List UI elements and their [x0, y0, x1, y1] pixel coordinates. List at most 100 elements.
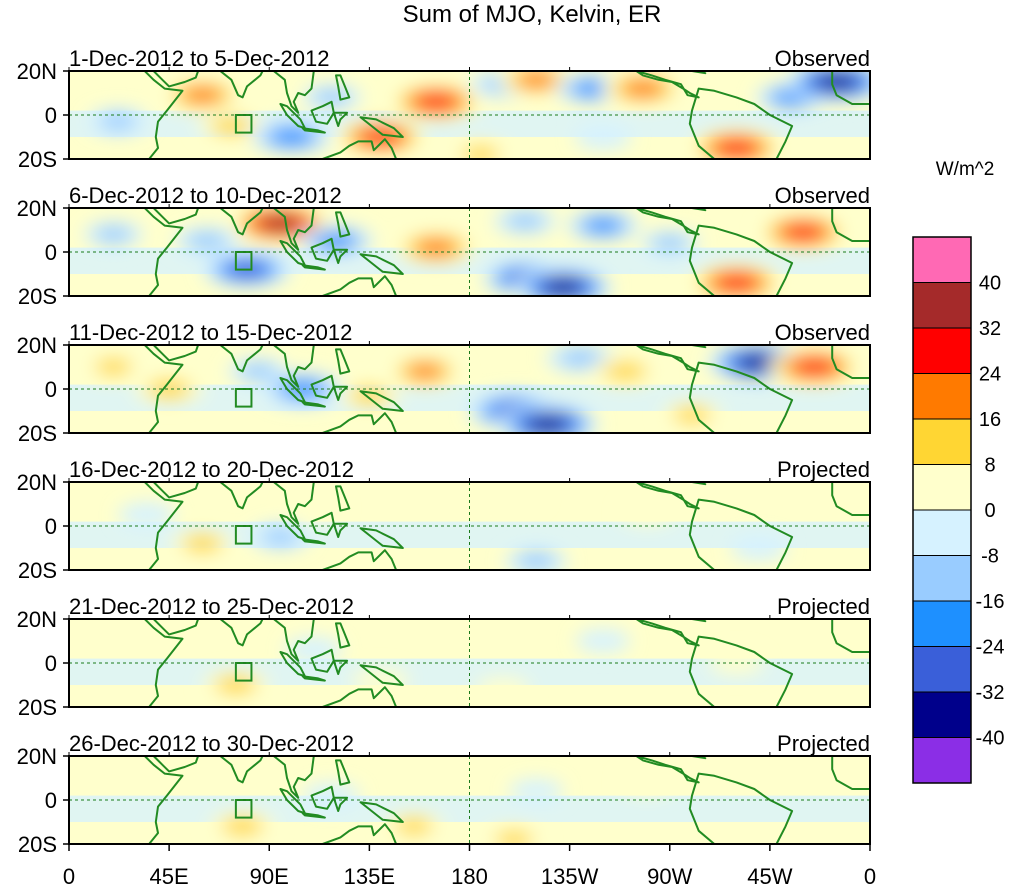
anomaly-contour — [285, 496, 343, 521]
coastline — [831, 208, 870, 242]
panel-status: Observed — [775, 183, 870, 208]
colorbar-swatch — [912, 509, 972, 556]
coastline — [635, 756, 700, 784]
anomaly-contour — [505, 212, 545, 230]
panel-period: 26-Dec-2012 to 30-Dec-2012 — [69, 731, 354, 756]
coastline — [831, 619, 870, 653]
anomaly-contour — [118, 502, 176, 528]
coastline — [359, 664, 404, 686]
x-tick-label: 135E — [344, 864, 395, 889]
coastline — [321, 549, 398, 570]
coastline — [831, 71, 870, 105]
anomaly-contour — [260, 215, 301, 232]
coastline — [635, 619, 700, 647]
y-tick-label: 20N — [17, 607, 57, 632]
anomaly-contour — [303, 783, 360, 808]
coastline — [332, 659, 349, 675]
colorbar-swatch — [912, 646, 972, 693]
y-tick-label: 20N — [17, 333, 57, 358]
coastline — [635, 482, 700, 510]
y-tick-label: 20S — [18, 147, 57, 172]
coastline — [831, 482, 870, 516]
coastline — [69, 208, 184, 296]
anomaly-contour — [94, 359, 133, 375]
panel-status: Projected — [777, 594, 870, 619]
y-tick-label: 0 — [45, 103, 57, 128]
coastline — [335, 759, 351, 786]
panel-period: 6-Dec-2012 to 10-Dec-2012 — [69, 183, 342, 208]
coastline — [688, 87, 794, 159]
land-outlines — [69, 756, 870, 844]
colorbar-swatch — [912, 555, 972, 602]
colorbar-tick-label: -40 — [976, 728, 1005, 750]
colorbar-swatch — [912, 327, 972, 374]
coastline — [635, 208, 700, 236]
anomaly-contour — [186, 232, 228, 250]
colorbar: 40 32 24 16 8 0 -8 -16 -24 -32 -40 — [912, 236, 1005, 784]
coastline — [272, 756, 315, 799]
coastline — [686, 756, 707, 760]
anomaly-contour — [783, 224, 823, 241]
coastline — [332, 522, 349, 538]
anomaly-contour — [573, 81, 611, 97]
coastline — [219, 71, 264, 99]
anomaly-contour — [517, 72, 556, 88]
colorbar-tick-label: -24 — [976, 637, 1005, 659]
coastline — [332, 111, 349, 127]
coastline — [359, 390, 404, 412]
coastline — [321, 275, 398, 296]
colorbar-swatch — [912, 418, 972, 465]
anomaly-contour — [673, 407, 711, 424]
coastline — [152, 71, 200, 88]
coastline — [69, 619, 184, 707]
coastline — [332, 248, 349, 264]
y-tick-label: 20N — [17, 196, 57, 221]
x-axis: 0 45E 90E 135E 180 135W 90W 45W 0 — [63, 844, 876, 889]
coastline — [321, 412, 398, 433]
coastline — [332, 796, 349, 812]
panel-2: 20N 0 20S 6-Dec-2012 to 10-Dec-2012 Observed — [17, 183, 871, 309]
anomaly-contour — [816, 73, 857, 91]
chart-title: Sum of MJO, Kelvin, ER — [403, 1, 662, 28]
coastline — [301, 127, 326, 134]
anomaly-contour — [461, 146, 500, 159]
panel-period: 11-Dec-2012 to 15-Dec-2012 — [69, 320, 352, 345]
coastline — [688, 635, 794, 707]
coastline — [831, 345, 870, 379]
anomaly-contour — [716, 139, 757, 157]
colorbar-swatch — [912, 737, 972, 784]
coastline — [688, 224, 794, 296]
panel-status: Projected — [777, 457, 870, 482]
coastline — [321, 823, 398, 844]
anomaly-contour — [406, 363, 444, 379]
y-tick-label: 0 — [45, 240, 57, 265]
anomaly-contour — [221, 817, 264, 836]
coastline — [219, 756, 264, 784]
anomaly-contour — [182, 535, 223, 552]
x-tick-label: 90E — [250, 864, 289, 889]
colorbar-tick-label: -8 — [981, 546, 999, 568]
anomaly-contour — [794, 358, 835, 376]
coastline — [69, 756, 184, 844]
panel-period: 16-Dec-2012 to 20-Dec-2012 — [69, 457, 354, 482]
anomaly-contour — [349, 387, 390, 404]
colorbar-swatch — [912, 464, 972, 511]
y-tick-label: 20S — [18, 832, 57, 857]
panel-period: 1-Dec-2012 to 5-Dec-2012 — [69, 46, 329, 71]
colorbar-swatch — [912, 373, 972, 420]
x-tick-label: 45W — [747, 864, 792, 889]
coastline — [635, 345, 700, 373]
coastline — [635, 71, 700, 99]
anomaly-contour — [576, 629, 630, 653]
anomaly-contour — [651, 235, 689, 252]
y-tick-label: 20N — [17, 59, 57, 84]
coastline — [69, 345, 184, 433]
panels: 20N 0 20S 1-Dec-2012 to 5-Dec-2012 Observed 2… — [17, 46, 871, 857]
anomaly-contour — [527, 416, 568, 433]
colorbar-tick-label: 24 — [979, 364, 1001, 386]
coastline — [335, 485, 351, 512]
colorbar-tick-label: 16 — [979, 409, 1001, 431]
coastline — [152, 345, 200, 362]
panel-period: 21-Dec-2012 to 25-Dec-2012 — [69, 594, 354, 619]
x-tick-label: 0 — [63, 864, 75, 889]
